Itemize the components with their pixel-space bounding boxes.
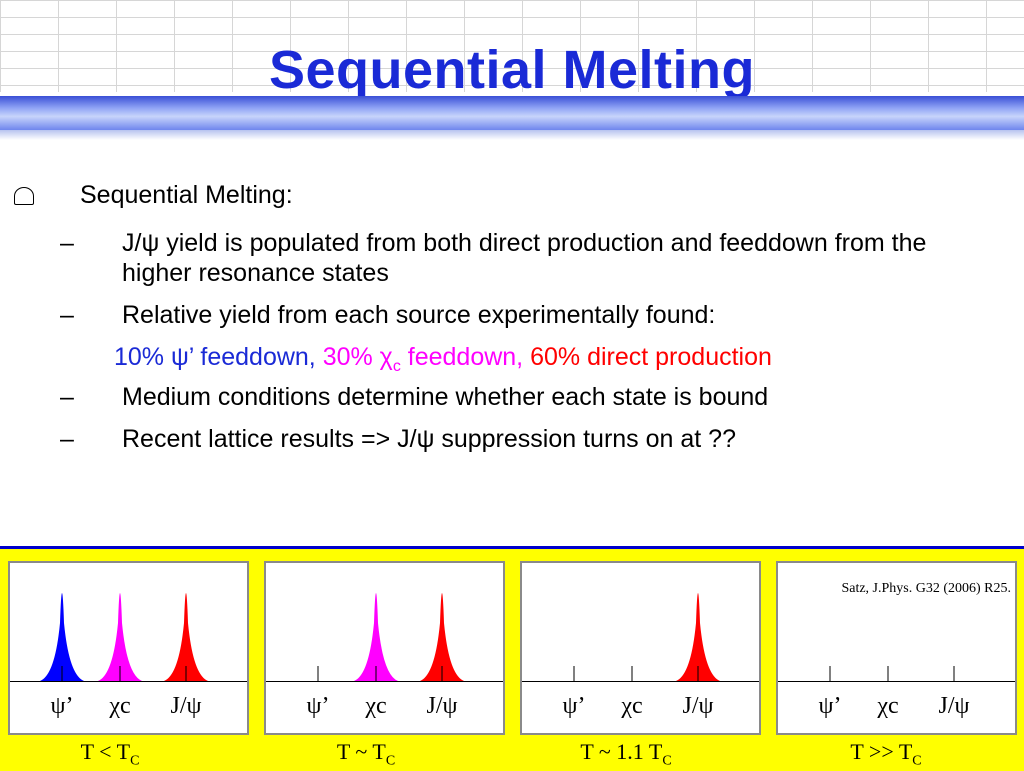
- header-grid-background: [0, 0, 1024, 92]
- axis-line: [778, 681, 1015, 682]
- title-underline-band: [0, 96, 1024, 130]
- axis-line: [10, 681, 247, 682]
- caption-above-tc: T ~ 1.1 TC: [580, 739, 672, 769]
- main-bullet-text: Sequential Melting:: [80, 181, 293, 209]
- jpsi-peak: [164, 593, 208, 681]
- psi-prime-label: ψ’: [50, 693, 74, 719]
- panel-above-tc: ψ’ χc J/ψ: [520, 561, 761, 735]
- psi-prime-peak: [40, 593, 84, 681]
- caption-near-tc: T ~ TC: [336, 739, 396, 769]
- dash-icon: –: [60, 383, 74, 411]
- chi-c-peak: [354, 593, 398, 681]
- sub-item-text: J/ψ yield is populated from both direct …: [122, 229, 927, 287]
- direct-production: 60% direct production: [530, 343, 772, 371]
- melting-figure: ψ’ χc J/ψ ψ’ χc J/ψ ψ’ χc J/ψ Satz, J.Ph…: [0, 546, 1024, 771]
- panel-far-above-tc: Satz, J.Phys. G32 (2006) R25. ψ’ χc J/ψ: [776, 561, 1017, 735]
- jpsi-peak: [676, 593, 720, 681]
- jpsi-peak: [420, 593, 464, 681]
- psi-prime-label: ψ’: [818, 693, 842, 719]
- axis-line: [522, 681, 759, 682]
- spectrum-plot: [40, 593, 208, 681]
- dash-icon: –: [60, 425, 74, 453]
- sub-item-text: Recent lattice results => J/ψ suppressio…: [122, 425, 736, 453]
- jpsi-label: J/ψ: [426, 693, 458, 719]
- axis-line: [266, 681, 503, 682]
- citation: Satz, J.Phys. G32 (2006) R25.: [841, 581, 1011, 596]
- psi-prime-label: ψ’: [306, 693, 330, 719]
- chi-c-label: χc: [365, 693, 387, 719]
- chi-c-label: χc: [877, 693, 899, 719]
- sub-item-text: Relative yield from each source experime…: [122, 301, 716, 329]
- dash-icon: –: [60, 301, 74, 329]
- panel-near-tc: ψ’ χc J/ψ: [264, 561, 505, 735]
- spectrum-plot: [829, 666, 955, 681]
- sub-item-text: Medium conditions determine whether each…: [122, 383, 769, 411]
- caption-below-tc: T < TC: [80, 739, 140, 769]
- bullet-icon: [14, 187, 34, 205]
- slide-title: Sequential Melting: [268, 40, 756, 100]
- chi-c-feeddown: 30% χc feeddown,: [322, 343, 524, 375]
- spectrum-plot: [317, 593, 464, 681]
- chi-c-peak: [98, 593, 142, 681]
- jpsi-label: J/ψ: [170, 693, 202, 719]
- chi-c-label: χc: [621, 693, 643, 719]
- psi-prime-feeddown: 10% ψ’ feeddown,: [114, 343, 316, 371]
- panel-below-tc: ψ’ χc J/ψ: [8, 561, 249, 735]
- yield-breakdown: 10% ψ’ feeddown, 30% χc feeddown, 60% di…: [114, 342, 994, 382]
- chi-c-label: χc: [109, 693, 131, 719]
- dash-icon: –: [60, 229, 74, 257]
- spectrum-plot: [573, 593, 720, 681]
- jpsi-label: J/ψ: [938, 693, 970, 719]
- jpsi-label: J/ψ: [682, 693, 714, 719]
- psi-prime-label: ψ’: [562, 693, 586, 719]
- title-band-shadow: [0, 130, 1024, 140]
- caption-far-above-tc: T >> TC: [850, 739, 922, 769]
